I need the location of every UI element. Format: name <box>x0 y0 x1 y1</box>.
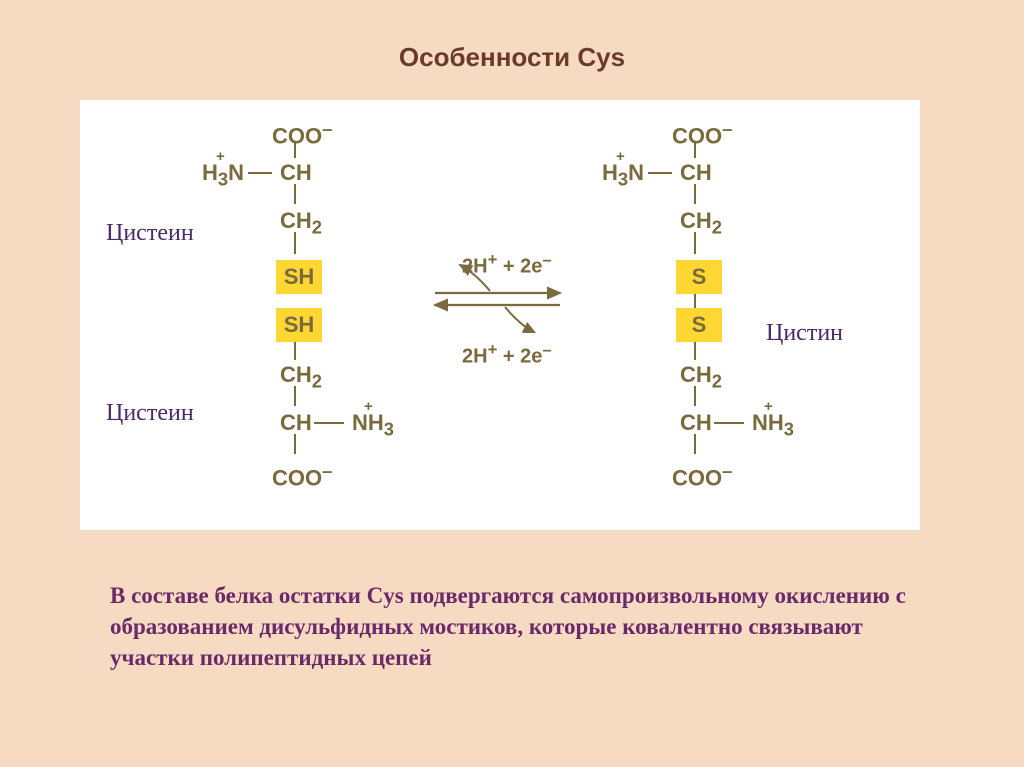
bond-ss <box>694 294 696 308</box>
left-bot-ch: CH <box>280 410 312 436</box>
bond-l4 <box>294 342 296 360</box>
left-bot-nh3: NH3 <box>352 410 394 440</box>
bond-r-h3n <box>648 172 672 174</box>
left-top-ch: CH <box>280 160 312 186</box>
bond-r3 <box>694 232 696 254</box>
bond-r6 <box>694 434 696 454</box>
left-sh1: SH <box>276 260 322 294</box>
bond-l3 <box>294 232 296 254</box>
bond-r2 <box>694 184 696 204</box>
label-cysteine-2: Цистеин <box>100 398 200 429</box>
bond-l5 <box>294 386 296 406</box>
label-cystine: Цистин <box>760 318 849 349</box>
bond-l6 <box>294 434 296 454</box>
reaction-bot-label: 2H+ + 2e– <box>462 340 552 369</box>
right-s1: S <box>676 260 722 294</box>
right-bot-nh3: NH3 <box>752 410 794 440</box>
bond-r-nh3 <box>714 422 744 424</box>
reaction-diagram: COO– + H3N CH CH2 SH SH CH2 CH + NH3 COO… <box>80 100 920 530</box>
bond-r5 <box>694 386 696 406</box>
equilibrium-arrows <box>420 263 590 333</box>
left-bot-coo: COO– <box>272 460 332 491</box>
slide-title: Особенности Cys <box>399 42 625 73</box>
bond-l1 <box>294 142 296 158</box>
bond-l2 <box>294 184 296 204</box>
left-bot-ch2: CH2 <box>280 362 322 392</box>
right-top-h3n: H3N <box>602 160 644 190</box>
right-top-ch: CH <box>680 160 712 186</box>
slide-page: Особенности Cys COO– + H3N CH CH2 SH SH … <box>0 0 1024 767</box>
left-sh2: SH <box>276 308 322 342</box>
right-bot-ch2: CH2 <box>680 362 722 392</box>
description-text: В составе белка остатки Cys подвергаются… <box>110 580 910 673</box>
bond-r1 <box>694 142 696 158</box>
bond-l-h3n <box>248 172 272 174</box>
bond-r4 <box>694 342 696 360</box>
left-top-h3n: H3N <box>202 160 244 190</box>
left-top-ch2: CH2 <box>280 208 322 238</box>
bond-l-nh3 <box>314 422 344 424</box>
right-s2: S <box>676 308 722 342</box>
right-top-ch2: CH2 <box>680 208 722 238</box>
right-top-coo: COO– <box>672 118 732 149</box>
right-bot-ch: CH <box>680 410 712 436</box>
label-cysteine-1: Цистеин <box>100 218 200 249</box>
left-top-coo: COO– <box>272 118 332 149</box>
right-bot-coo: COO– <box>672 460 732 491</box>
